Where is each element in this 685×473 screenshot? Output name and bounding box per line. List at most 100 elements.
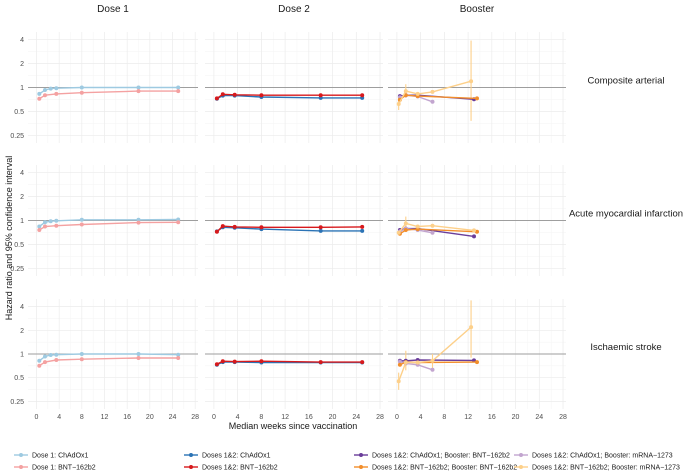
series-line — [38, 357, 179, 367]
x-tick-label: 4 — [57, 414, 61, 421]
y-axis-label: Hazard ratio and 95% confidence interval — [4, 156, 14, 321]
x-tick-label: 8 — [80, 414, 84, 421]
legend-key-point — [519, 453, 523, 457]
series-d12_bnt-ischaemic-stroke — [214, 359, 365, 367]
x-tick-label: 28 — [191, 414, 199, 421]
data-point — [79, 217, 84, 222]
series-line — [399, 359, 475, 362]
facet-column-titles: Dose 1 Dose 2 Booster — [97, 4, 495, 15]
data-point — [214, 362, 219, 367]
legend-label: Doses 1&2: BNT−162b2 — [202, 465, 278, 472]
data-point — [37, 224, 42, 229]
legend-key-point — [519, 465, 523, 469]
x-tick-label: 0 — [395, 414, 399, 421]
data-point — [43, 220, 47, 225]
facet-panels — [28, 32, 566, 409]
data-point — [79, 222, 84, 227]
data-point — [430, 230, 435, 235]
data-point — [475, 96, 479, 101]
row-title-acute-myocardial-infarction: Acute myocardial infarction — [569, 209, 683, 220]
y-tick-label: 2 — [20, 194, 24, 201]
x-tick-label: 20 — [329, 414, 337, 421]
x-tick-label: 8 — [259, 414, 263, 421]
series-b_bnt_mrna-composite-arterial — [396, 79, 474, 106]
data-point — [54, 218, 59, 223]
legend-item-d12_chad: Doses 1&2: ChAdOx1 — [184, 453, 271, 460]
legend-item-b_bnt_bnt: Doses 1&2: BNT−162b2; Booster: BNT−162b2 — [354, 465, 517, 472]
series-line — [38, 90, 179, 100]
series-d1_chad-ischaemic-stroke — [37, 352, 181, 363]
x-tick-label: 4 — [419, 414, 423, 421]
legend-key-point — [359, 453, 363, 457]
data-point — [79, 352, 84, 356]
data-point — [475, 229, 479, 234]
data-point — [43, 93, 47, 98]
legend-label: Dose 1: ChAdOx1 — [32, 453, 89, 460]
data-point — [214, 229, 219, 234]
data-point — [403, 228, 408, 232]
data-point — [472, 228, 476, 233]
data-point — [415, 224, 420, 229]
panel-ischaemic-stroke-dose-2 — [205, 299, 383, 409]
data-point — [37, 91, 42, 96]
legend-label: Doses 1&2: BNT−162b2; Booster: BNT−162b2 — [372, 465, 517, 472]
data-point — [176, 217, 181, 222]
data-point — [430, 367, 435, 372]
x-tick-label: 12 — [101, 414, 109, 421]
data-point — [475, 360, 479, 365]
x-tick-label: 8 — [442, 414, 446, 421]
data-point — [79, 90, 84, 95]
facet-row-titles: Composite arterial Acute myocardial infar… — [569, 76, 683, 354]
data-point — [430, 89, 435, 94]
legend-key-point — [19, 465, 23, 469]
data-point — [79, 357, 84, 362]
facet-title-dose-2: Dose 2 — [278, 4, 310, 15]
series-d1_chad-acute-myocardial-infarction — [37, 217, 181, 229]
x-tick-label: 20 — [512, 414, 520, 421]
x-tick-label: 16 — [305, 414, 313, 421]
y-axis-tick-labels: 0.25 0.5 1 2 4 0.25 0.5 1 2 4 0.25 0.5 1 2 4 — [10, 37, 24, 406]
series-d1_chad-composite-arterial — [37, 85, 181, 96]
data-point — [54, 86, 59, 91]
series-line — [38, 221, 179, 231]
y-tick-label: 2 — [20, 328, 24, 335]
data-point — [469, 325, 474, 330]
data-point — [360, 93, 365, 98]
facet-title-dose-1: Dose 1 — [97, 4, 129, 15]
data-point — [214, 96, 219, 101]
data-point — [469, 79, 474, 84]
data-point — [48, 219, 53, 224]
series-d1_bnt-composite-arterial — [37, 89, 181, 101]
row-title-ischaemic-stroke: Ischaemic stroke — [590, 342, 661, 353]
data-point — [43, 224, 47, 229]
legend-item-b_chad_mrna: Doses 1&2: ChAdOx1; Booster: mRNA−1273 — [514, 453, 673, 460]
y-tick-label: 2 — [20, 61, 24, 68]
legend-key-point — [189, 465, 193, 469]
data-point — [403, 89, 408, 94]
x-axis-label: Median weeks since vaccination — [229, 421, 358, 431]
x-tick-label: 16 — [488, 414, 496, 421]
legend-label: Doses 1&2: ChAdOx1; Booster: mRNA−1273 — [532, 453, 673, 460]
series-line — [399, 360, 433, 371]
data-point — [360, 360, 365, 365]
x-tick-label: 12 — [464, 414, 472, 421]
y-tick-label: 0.25 — [10, 133, 24, 140]
y-tick-label: 0.5 — [14, 242, 24, 249]
series-b_bnt_mrna-acute-myocardial-infarction — [396, 221, 476, 235]
legend-key-point — [19, 453, 23, 457]
series-d1_bnt-ischaemic-stroke — [37, 356, 181, 368]
data-point — [397, 359, 402, 364]
data-point — [136, 217, 141, 222]
x-tick-label: 24 — [535, 414, 543, 421]
series-b_bnt_bnt-composite-arterial — [397, 93, 479, 102]
series-d12_bnt-acute-myocardial-infarction — [214, 224, 365, 234]
data-point — [232, 92, 237, 97]
data-point — [43, 354, 47, 359]
data-point — [397, 362, 402, 367]
data-point — [176, 352, 181, 357]
data-point — [54, 91, 59, 96]
data-point — [37, 228, 42, 232]
legend: Dose 1: ChAdOx1 Doses 1&2: ChAdOx1 Doses 1… — [14, 453, 680, 472]
data-point — [48, 353, 53, 357]
data-point — [43, 88, 47, 92]
